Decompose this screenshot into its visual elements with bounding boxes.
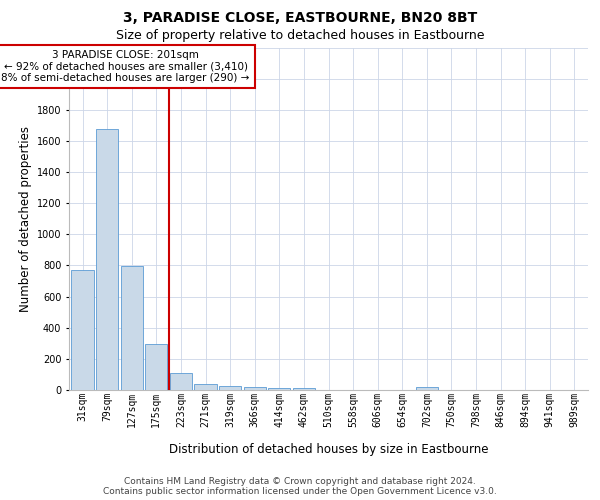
Bar — [71, 270, 94, 390]
Y-axis label: Number of detached properties: Number of detached properties — [19, 126, 32, 312]
Bar — [170, 373, 192, 390]
Bar — [96, 129, 118, 390]
Bar — [121, 266, 143, 390]
Text: 3 PARADISE CLOSE: 201sqm
← 92% of detached houses are smaller (3,410)
8% of semi: 3 PARADISE CLOSE: 201sqm ← 92% of detach… — [1, 50, 250, 83]
Bar — [244, 387, 266, 390]
Bar — [194, 384, 217, 390]
Bar — [268, 388, 290, 390]
Bar — [145, 344, 167, 390]
Bar — [219, 386, 241, 390]
Text: Size of property relative to detached houses in Eastbourne: Size of property relative to detached ho… — [116, 29, 484, 42]
Text: Distribution of detached houses by size in Eastbourne: Distribution of detached houses by size … — [169, 442, 488, 456]
Text: Contains HM Land Registry data © Crown copyright and database right 2024.
Contai: Contains HM Land Registry data © Crown c… — [103, 476, 497, 496]
Text: 3, PARADISE CLOSE, EASTBOURNE, BN20 8BT: 3, PARADISE CLOSE, EASTBOURNE, BN20 8BT — [123, 12, 477, 26]
Bar — [416, 386, 438, 390]
Bar — [293, 388, 315, 390]
